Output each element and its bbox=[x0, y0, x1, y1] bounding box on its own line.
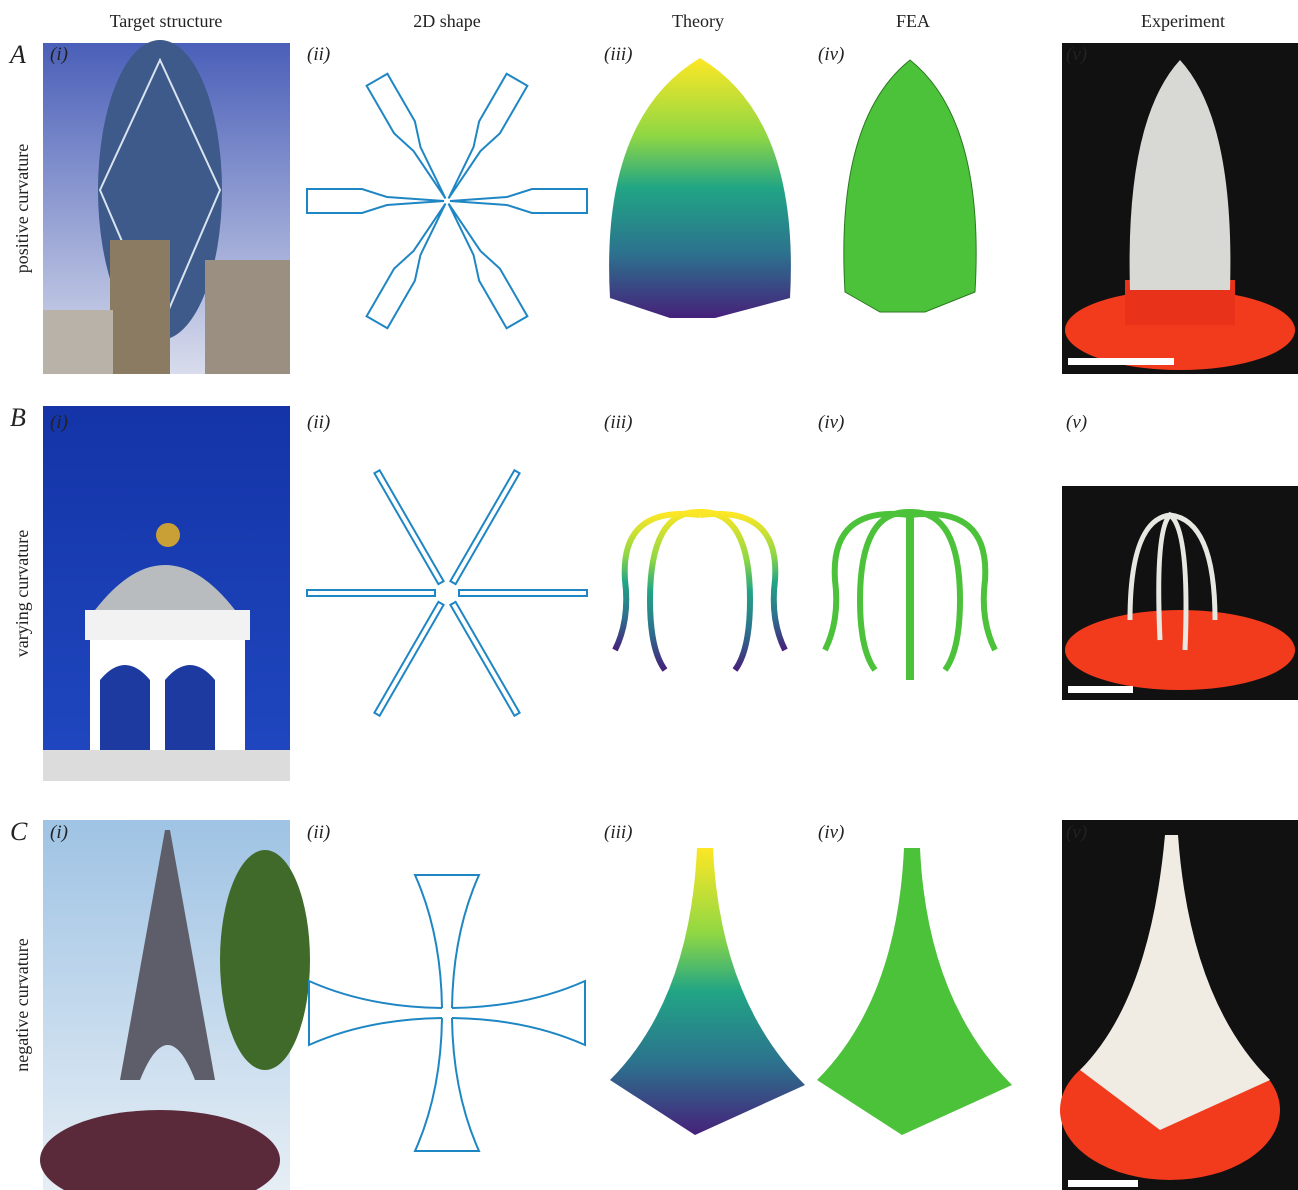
panel-label: (iii) bbox=[604, 822, 633, 843]
panel-label: (iii) bbox=[604, 412, 633, 433]
spoke-outline bbox=[458, 589, 588, 597]
panel-label: (v) bbox=[1066, 412, 1087, 433]
row-label: positive curvature bbox=[12, 144, 32, 273]
panel-label: (i) bbox=[50, 822, 68, 843]
panel-label: (iv) bbox=[818, 412, 844, 433]
spoke-outline bbox=[306, 589, 436, 597]
cross-arm-outline bbox=[413, 874, 481, 1009]
cross-arm-outline bbox=[308, 979, 443, 1047]
fea-strip bbox=[822, 510, 911, 652]
petal-outline bbox=[365, 203, 447, 330]
petal-outline bbox=[365, 72, 447, 199]
theory-strip bbox=[612, 510, 701, 652]
theory-strip bbox=[699, 508, 754, 672]
theory-tower bbox=[610, 848, 805, 1135]
fea-dome bbox=[843, 59, 977, 313]
row-label: varying curvature bbox=[12, 530, 32, 657]
panel-label: (ii) bbox=[307, 412, 330, 433]
row-label: negative curvature bbox=[12, 938, 32, 1071]
spoke-outline bbox=[373, 600, 445, 718]
panel-label: (ii) bbox=[307, 822, 330, 843]
column-header: FEA bbox=[896, 11, 930, 31]
fea-strip bbox=[856, 508, 911, 672]
fea-strip bbox=[909, 508, 964, 672]
fea-strip bbox=[909, 510, 998, 652]
cross-arm-outline bbox=[413, 1017, 481, 1152]
panel-label: (ii) bbox=[307, 44, 330, 65]
panel-label: (i) bbox=[50, 44, 68, 65]
petal-outline bbox=[447, 72, 529, 199]
theory-strip bbox=[646, 508, 701, 672]
petal-outline bbox=[306, 188, 445, 214]
artwork bbox=[40, 40, 1298, 1190]
panel-label: (i) bbox=[50, 412, 68, 433]
panel-label: (v) bbox=[1066, 44, 1087, 65]
spoke-outline bbox=[373, 468, 445, 586]
column-header: 2D shape bbox=[413, 11, 480, 31]
fea-tower bbox=[817, 848, 1012, 1135]
column-header: Experiment bbox=[1141, 11, 1225, 31]
panel-label: (iii) bbox=[604, 44, 633, 65]
column-header: Target structure bbox=[110, 11, 223, 31]
spoke-outline bbox=[449, 468, 521, 586]
panel-label: (iv) bbox=[818, 44, 844, 65]
petal-outline bbox=[447, 203, 529, 330]
row-letter: A bbox=[8, 40, 26, 69]
petal-outline bbox=[449, 188, 588, 214]
row-letter: C bbox=[10, 817, 28, 846]
spoke-outline bbox=[449, 600, 521, 718]
theory-strip bbox=[699, 510, 788, 652]
row-letter: B bbox=[10, 403, 26, 432]
column-header: Theory bbox=[672, 11, 724, 31]
theory-dome bbox=[609, 58, 791, 318]
cross-arm-outline bbox=[451, 979, 586, 1047]
panel-label: (v) bbox=[1066, 822, 1087, 843]
panel-label: (iv) bbox=[818, 822, 844, 843]
